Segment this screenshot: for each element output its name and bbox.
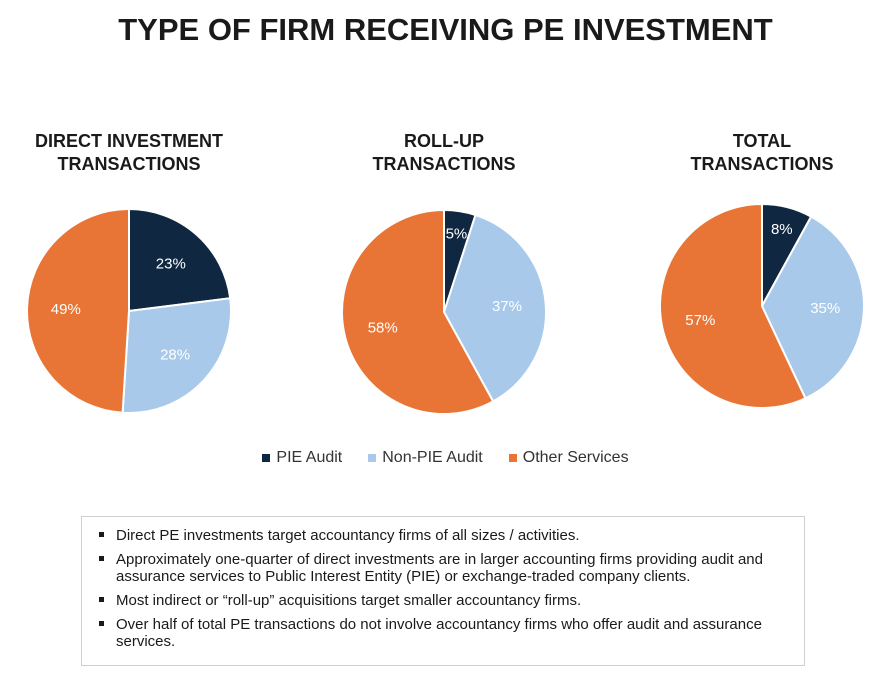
legend-item-other-services: Other Services <box>508 449 629 467</box>
note-item: Direct PE investments target accountancy… <box>96 527 790 544</box>
pie-slice-pie-audit <box>128 207 232 313</box>
pie-slice-non-pie-audit <box>121 297 232 414</box>
note-item: Approximately one-quarter of direct inve… <box>96 551 790 585</box>
note-item: Over half of total PE transactions do no… <box>96 616 790 650</box>
legend-item-pie-audit: PIE Audit <box>262 449 342 467</box>
chart-title-line: TRANSACTIONS <box>372 154 516 174</box>
chart-title-line: DIRECT INVESTMENT <box>34 131 223 151</box>
pie-slice-other-services <box>341 208 495 415</box>
legend-label: Other Services <box>522 449 629 466</box>
data-label: 49% <box>51 301 81 318</box>
legend: PIE Audit Non-PIE Audit Other Services <box>0 449 891 467</box>
notes-box: Direct PE investments target accountancy… <box>81 516 805 666</box>
pie-slice-non-pie-audit <box>760 215 865 400</box>
pie-slice-non-pie-audit <box>442 213 547 403</box>
pie-charts: 23% 28% 49% 5% 37% 58% 8% 35% 57% <box>26 202 865 415</box>
chart-title-line: ROLL-UP <box>404 131 484 151</box>
legend-label: Non-PIE Audit <box>382 449 483 466</box>
chart-title-line: TRANSACTIONS <box>690 154 834 174</box>
data-label: 37% <box>492 298 522 315</box>
data-label: 57% <box>685 312 715 329</box>
data-label: 23% <box>156 256 186 273</box>
chart-title-line: TOTAL <box>732 131 792 151</box>
legend-label: PIE Audit <box>276 449 343 466</box>
chart-title-total: TOTAL TRANSACTIONS <box>632 130 891 176</box>
pie-slice-other-services <box>26 207 130 414</box>
data-label: 28% <box>160 346 190 363</box>
data-label: 58% <box>368 320 398 337</box>
legend-swatch <box>508 454 517 462</box>
page-title: TYPE OF FIRM RECEIVING PE INVESTMENT <box>118 12 773 47</box>
data-label: 8% <box>771 221 793 238</box>
legend-swatch <box>262 454 271 462</box>
legend-swatch <box>368 454 377 462</box>
pie-slice-other-services <box>659 202 807 409</box>
data-label: 35% <box>810 300 840 317</box>
note-item: Most indirect or “roll-up” acquisitions … <box>96 592 790 609</box>
chart-title-line: TRANSACTIONS <box>57 154 201 174</box>
chart-title-direct: DIRECT INVESTMENT TRANSACTIONS <box>0 130 259 176</box>
data-label: 5% <box>446 225 468 242</box>
legend-item-non-pie-audit: Non-PIE Audit <box>368 449 483 467</box>
chart-title-rollup: ROLL-UP TRANSACTIONS <box>314 130 574 176</box>
